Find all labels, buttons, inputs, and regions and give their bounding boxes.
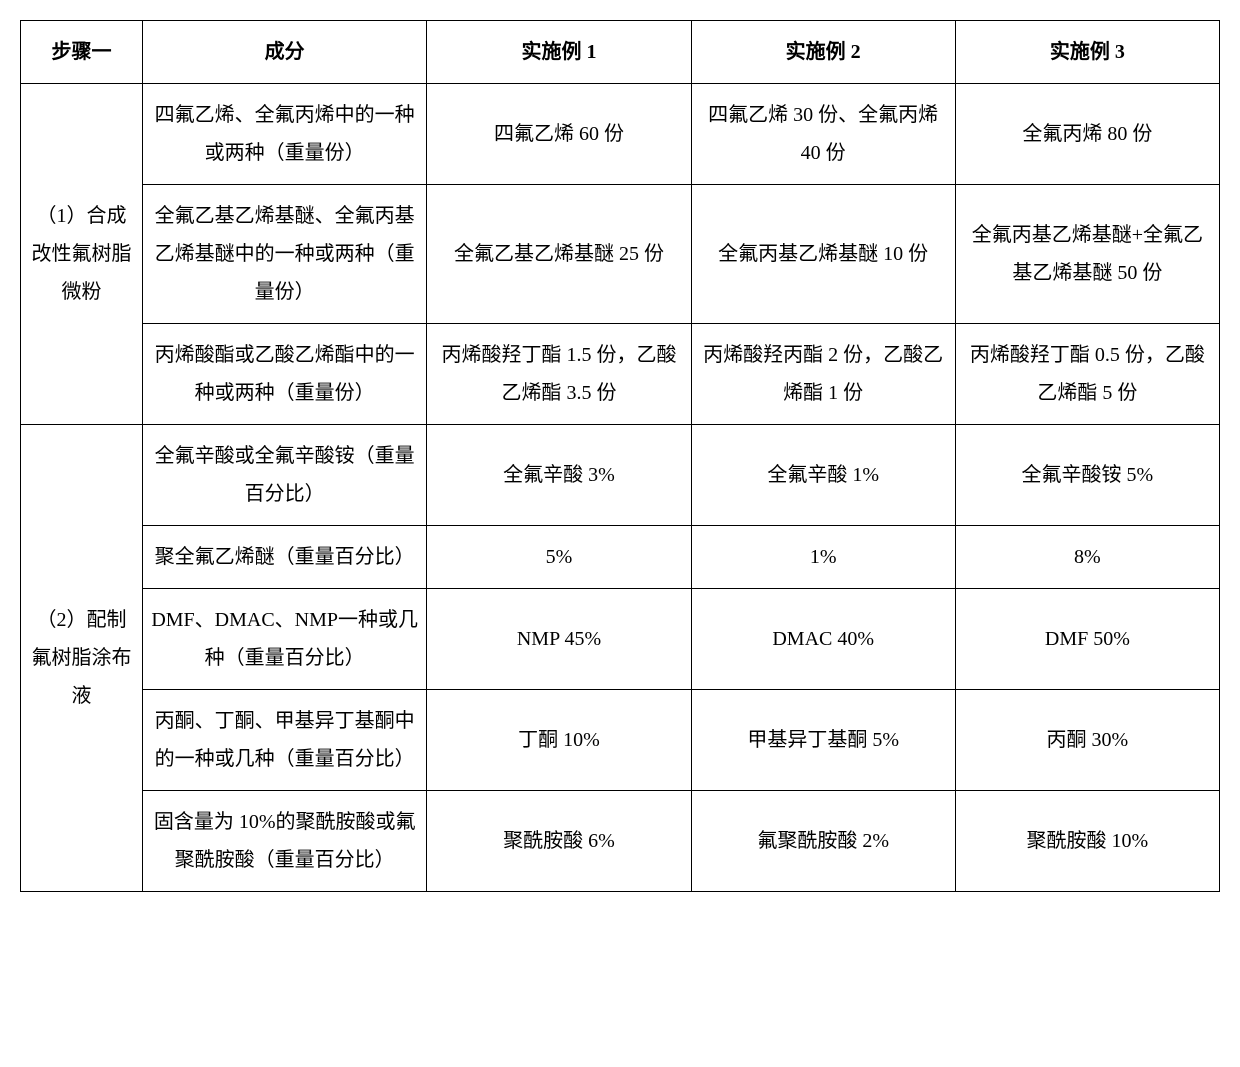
ex1-cell: 丙烯酸羟丁酯 1.5 份，乙酸乙烯酯 3.5 份 xyxy=(427,324,691,425)
header-ex1: 实施例 1 xyxy=(427,21,691,84)
table-row: 固含量为 10%的聚酰胺酸或氟聚酰胺酸（重量百分比） 聚酰胺酸 6% 氟聚酰胺酸… xyxy=(21,791,1220,892)
header-ex3: 实施例 3 xyxy=(955,21,1219,84)
step-cell: （1）合成改性氟树脂微粉 xyxy=(21,84,143,425)
ex3-cell: 丙酮 30% xyxy=(955,690,1219,791)
data-table: 步骤一 成分 实施例 1 实施例 2 实施例 3 （1）合成改性氟树脂微粉 四氟… xyxy=(20,20,1220,892)
ex3-cell: DMF 50% xyxy=(955,589,1219,690)
ex2-cell: 氟聚酰胺酸 2% xyxy=(691,791,955,892)
table-row: 全氟乙基乙烯基醚、全氟丙基乙烯基醚中的一种或两种（重量份） 全氟乙基乙烯基醚 2… xyxy=(21,185,1220,324)
table-row: （1）合成改性氟树脂微粉 四氟乙烯、全氟丙烯中的一种或两种（重量份） 四氟乙烯 … xyxy=(21,84,1220,185)
comp-cell: 丙烯酸酯或乙酸乙烯酯中的一种或两种（重量份） xyxy=(142,324,427,425)
ex1-cell: 聚酰胺酸 6% xyxy=(427,791,691,892)
ex3-cell: 全氟辛酸铵 5% xyxy=(955,425,1219,526)
table-header-row: 步骤一 成分 实施例 1 实施例 2 实施例 3 xyxy=(21,21,1220,84)
ex3-cell: 丙烯酸羟丁酯 0.5 份，乙酸乙烯酯 5 份 xyxy=(955,324,1219,425)
ex3-cell: 8% xyxy=(955,526,1219,589)
table-row: DMF、DMAC、NMP一种或几种（重量百分比） NMP 45% DMAC 40… xyxy=(21,589,1220,690)
header-ex2: 实施例 2 xyxy=(691,21,955,84)
ex3-cell: 全氟丙烯 80 份 xyxy=(955,84,1219,185)
ex1-cell: 全氟辛酸 3% xyxy=(427,425,691,526)
ex2-cell: 全氟丙基乙烯基醚 10 份 xyxy=(691,185,955,324)
table-row: 丙酮、丁酮、甲基异丁基酮中的一种或几种（重量百分比） 丁酮 10% 甲基异丁基酮… xyxy=(21,690,1220,791)
ex2-cell: 丙烯酸羟丙酯 2 份，乙酸乙烯酯 1 份 xyxy=(691,324,955,425)
table-body: （1）合成改性氟树脂微粉 四氟乙烯、全氟丙烯中的一种或两种（重量份） 四氟乙烯 … xyxy=(21,84,1220,892)
table-row: 聚全氟乙烯醚（重量百分比） 5% 1% 8% xyxy=(21,526,1220,589)
ex2-cell: 四氟乙烯 30 份、全氟丙烯 40 份 xyxy=(691,84,955,185)
comp-cell: 丙酮、丁酮、甲基异丁基酮中的一种或几种（重量百分比） xyxy=(142,690,427,791)
comp-cell: 全氟乙基乙烯基醚、全氟丙基乙烯基醚中的一种或两种（重量份） xyxy=(142,185,427,324)
ex1-cell: 四氟乙烯 60 份 xyxy=(427,84,691,185)
ex3-cell: 全氟丙基乙烯基醚+全氟乙基乙烯基醚 50 份 xyxy=(955,185,1219,324)
header-comp: 成分 xyxy=(142,21,427,84)
comp-cell: 四氟乙烯、全氟丙烯中的一种或两种（重量份） xyxy=(142,84,427,185)
ex2-cell: 1% xyxy=(691,526,955,589)
ex1-cell: NMP 45% xyxy=(427,589,691,690)
ex1-cell: 丁酮 10% xyxy=(427,690,691,791)
comp-cell: DMF、DMAC、NMP一种或几种（重量百分比） xyxy=(142,589,427,690)
header-step: 步骤一 xyxy=(21,21,143,84)
table-row: 丙烯酸酯或乙酸乙烯酯中的一种或两种（重量份） 丙烯酸羟丁酯 1.5 份，乙酸乙烯… xyxy=(21,324,1220,425)
comp-cell: 全氟辛酸或全氟辛酸铵（重量百分比） xyxy=(142,425,427,526)
comp-cell: 固含量为 10%的聚酰胺酸或氟聚酰胺酸（重量百分比） xyxy=(142,791,427,892)
ex3-cell: 聚酰胺酸 10% xyxy=(955,791,1219,892)
ex2-cell: 全氟辛酸 1% xyxy=(691,425,955,526)
ex2-cell: 甲基异丁基酮 5% xyxy=(691,690,955,791)
comp-cell: 聚全氟乙烯醚（重量百分比） xyxy=(142,526,427,589)
ex1-cell: 全氟乙基乙烯基醚 25 份 xyxy=(427,185,691,324)
ex2-cell: DMAC 40% xyxy=(691,589,955,690)
ex1-cell: 5% xyxy=(427,526,691,589)
table-row: （2）配制氟树脂涂布液 全氟辛酸或全氟辛酸铵（重量百分比） 全氟辛酸 3% 全氟… xyxy=(21,425,1220,526)
step-cell: （2）配制氟树脂涂布液 xyxy=(21,425,143,892)
